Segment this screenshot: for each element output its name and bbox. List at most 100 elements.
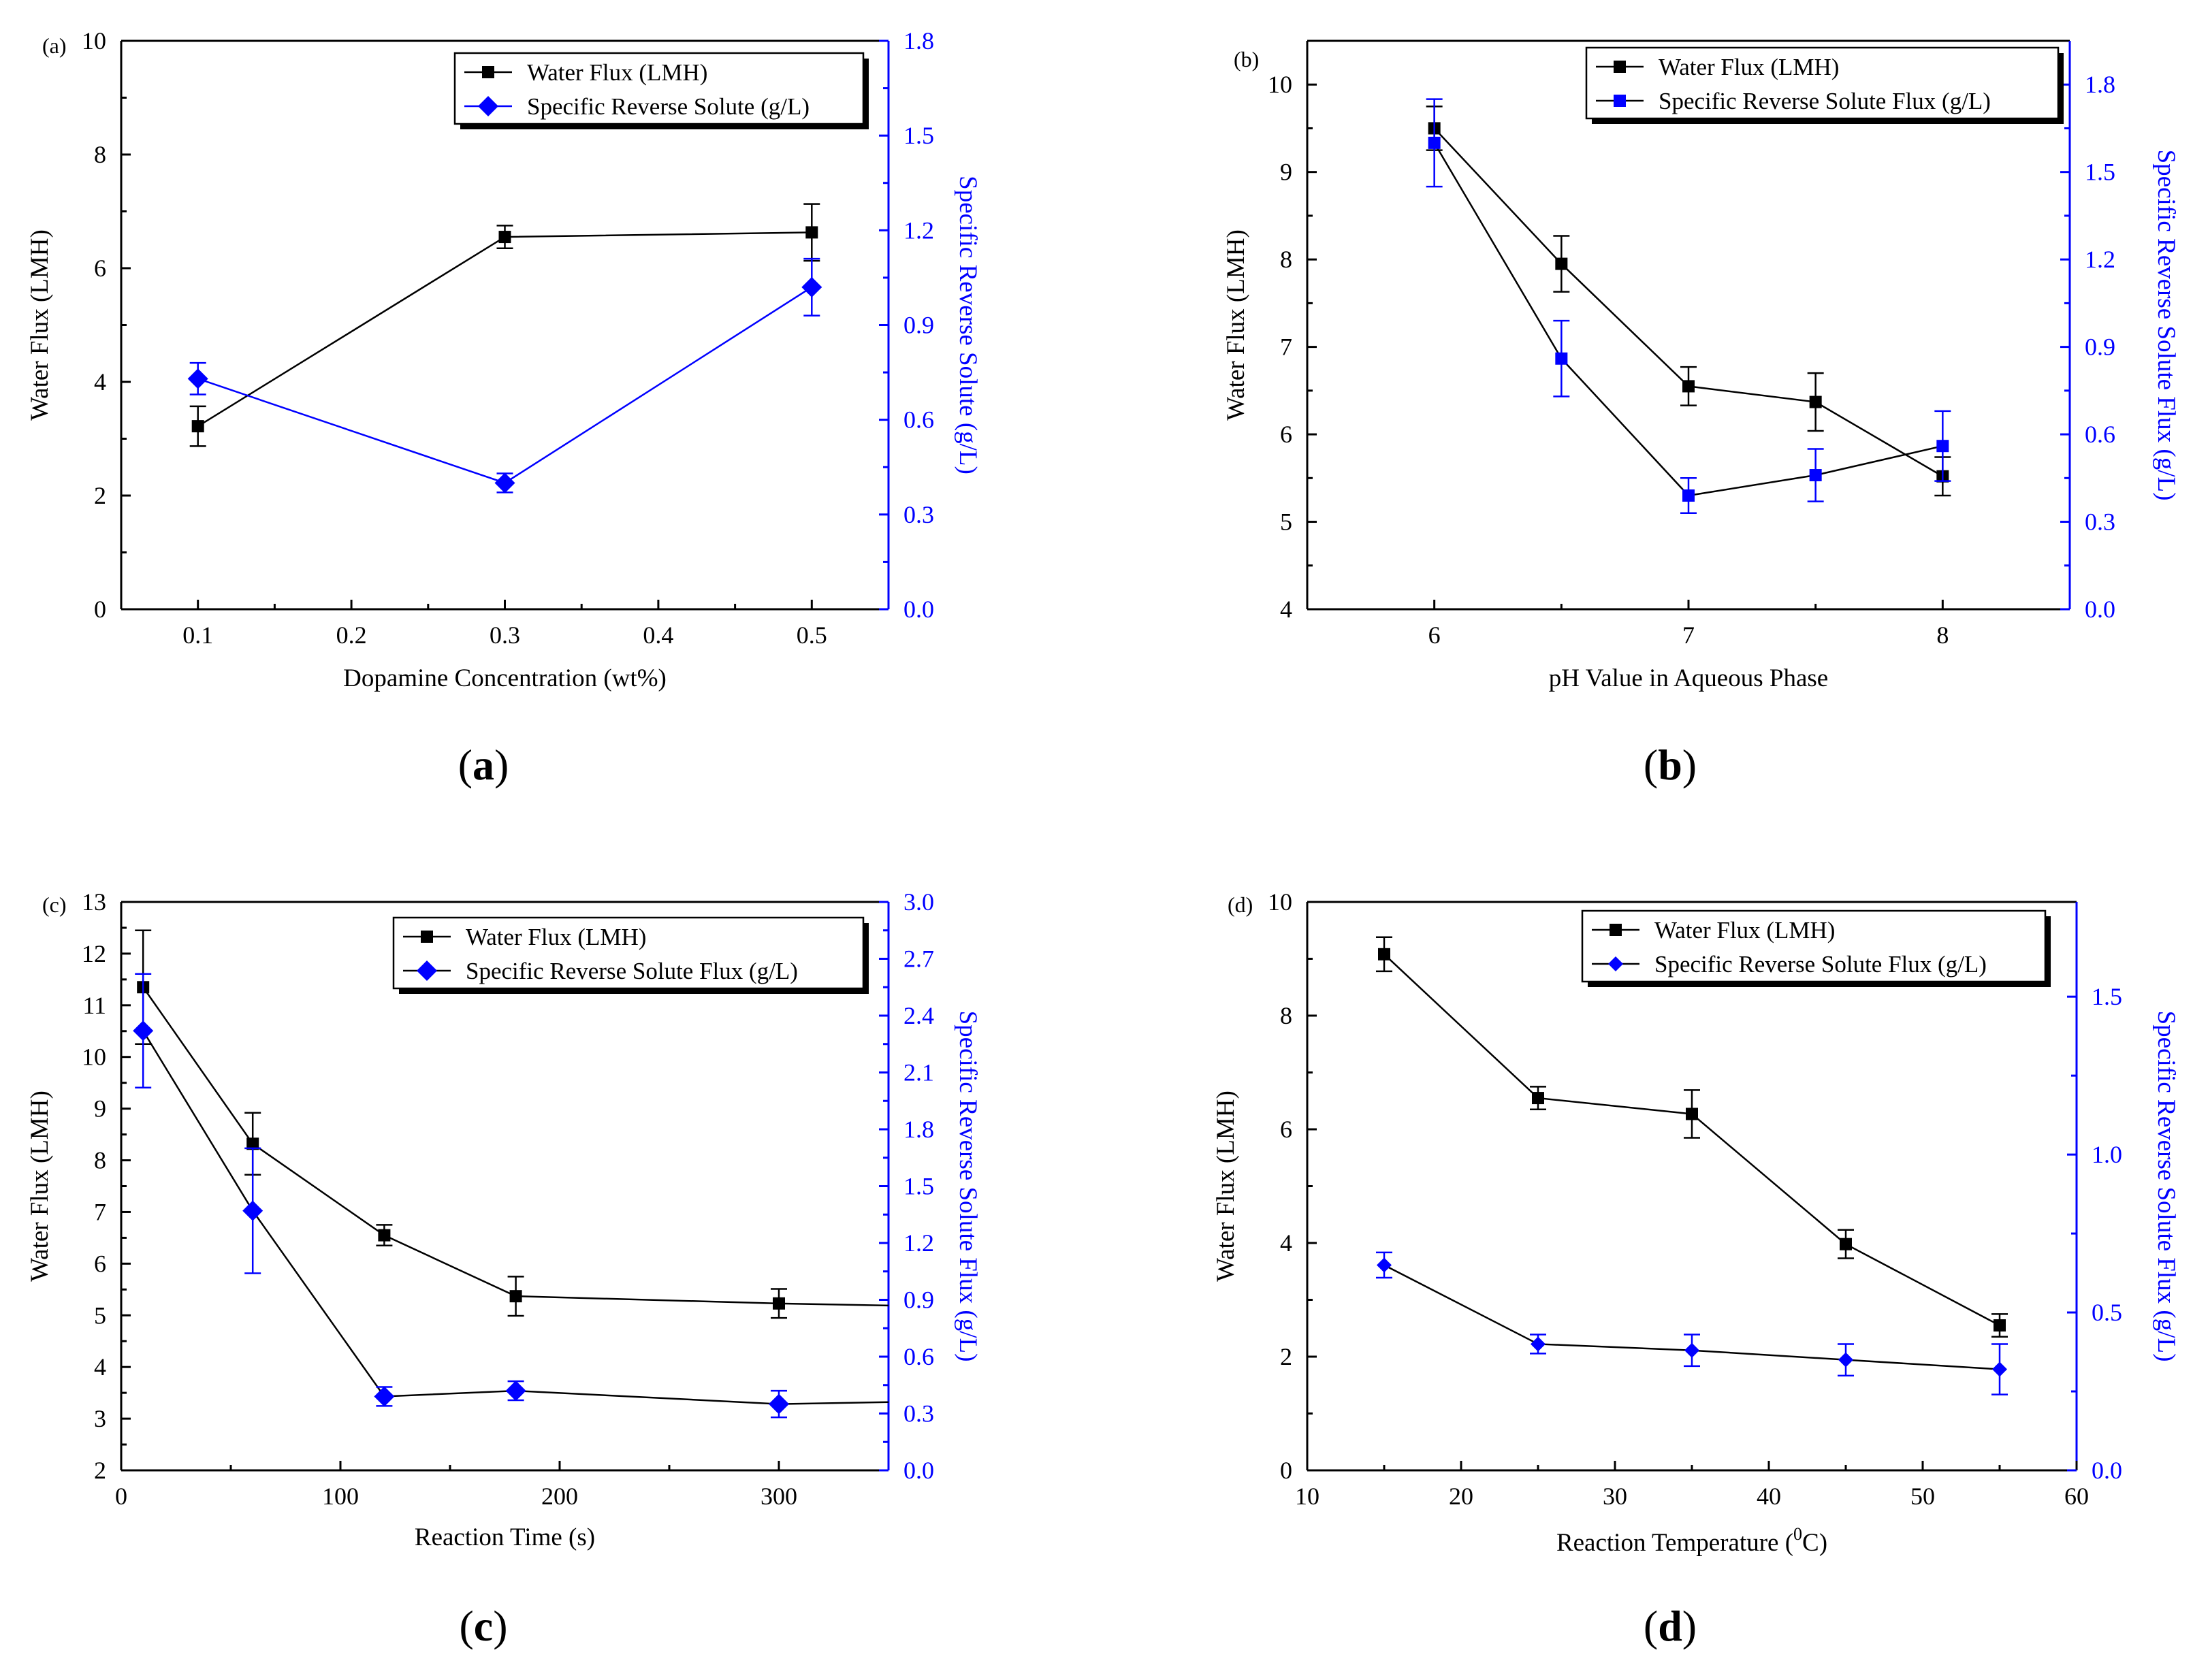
x-tick-label: 8 <box>1936 621 1949 649</box>
y-tick-label: 10 <box>82 27 106 54</box>
data-point <box>1838 1352 1853 1368</box>
panel-c: 0 100 200 300 2 3 4 5 6 7 8 9 10 11 12 13 0.0 0.3 0.6 0.9 1.… <box>26 888 982 1650</box>
data-point <box>494 472 515 494</box>
x-axis-label-suffix: C) <box>1802 1529 1827 1557</box>
panel-caption: (d) <box>1644 1602 1697 1650</box>
y-tick-label: 6 <box>94 1250 106 1277</box>
x-tick-label: 300 <box>761 1483 797 1510</box>
y-tick-label: 0 <box>1280 1457 1292 1484</box>
x-tick-label: 10 <box>1295 1483 1319 1510</box>
data-point <box>1994 1319 2006 1332</box>
y-tick-label: 4 <box>94 368 106 395</box>
legend <box>392 916 865 990</box>
y2-tick-label: 0.5 <box>2092 1299 2122 1326</box>
caption-open-paren: ( <box>1644 1602 1658 1650</box>
y2-tick-label: 1.2 <box>2085 246 2115 273</box>
data-point <box>1992 1361 2007 1377</box>
y-tick-label: 9 <box>94 1095 106 1122</box>
y2-axis-label: Specific Reverse Solute Flux (g/L) <box>954 1011 982 1362</box>
data-point <box>1684 1342 1699 1358</box>
y-tick-label: 10 <box>1268 888 1292 916</box>
y-tick-label: 2 <box>1280 1343 1292 1370</box>
y-tick-label: 10 <box>1268 71 1292 98</box>
panel-caption: (a) <box>458 741 509 789</box>
y-axis-label: Water Flux (LMH) <box>1212 1091 1240 1282</box>
data-point <box>1555 257 1568 270</box>
x-axis-label-text: Reaction Time (s) <box>415 1523 595 1551</box>
data-point <box>769 1393 789 1415</box>
x-tick-label: 30 <box>1603 1483 1627 1510</box>
y2-tick-label: 1.5 <box>2085 159 2115 186</box>
x-axis-label-text: pH Value in Aqueous Phase <box>1549 664 1828 692</box>
series-line <box>1383 953 2000 1327</box>
legend <box>453 52 865 125</box>
x-tick-label: 20 <box>1449 1483 1473 1510</box>
caption-close-paren: ) <box>493 1602 507 1650</box>
y-tick-label: 4 <box>1280 1229 1292 1257</box>
legend-label: Specific Reverse Solute Flux (g/L) <box>1654 951 1987 978</box>
legend-marker <box>1610 924 1622 936</box>
caption-open-paren: ( <box>458 741 473 789</box>
x-tick-label: 40 <box>1757 1483 1781 1510</box>
legend <box>1585 46 2060 120</box>
panel-a: 0.1 0.2 0.3 0.4 0.5 0 2 4 6 8 10 0.0 0.3 0.6 0.9 1.2 1.5… <box>26 27 982 789</box>
panel-tag: (d) <box>1228 892 1253 917</box>
y-tick-label: 7 <box>1280 334 1292 361</box>
caption-close-paren: ) <box>494 741 509 789</box>
legend-marker <box>417 960 437 981</box>
y2-tick-label: 1.5 <box>903 1173 934 1200</box>
y-tick-label: 3 <box>94 1405 106 1432</box>
y2-tick-label: 0.6 <box>2085 421 2115 448</box>
x-tick-label: 0.1 <box>182 621 213 649</box>
data-point <box>1428 136 1441 149</box>
y2-axis-label: Specific Reverse Solute Flux (g/L) <box>2152 150 2180 501</box>
x-tick-label: 60 <box>2064 1483 2089 1510</box>
series-line <box>1433 142 1943 497</box>
y2-tick-label: 0.3 <box>903 1400 934 1427</box>
legend-marker <box>1608 956 1623 971</box>
legend-label: Water Flux (LMH) <box>1654 917 1835 943</box>
data-point <box>1555 352 1568 365</box>
caption-close-paren: ) <box>1682 1602 1697 1650</box>
x-axis-label-text: Reaction Temperature ( <box>1556 1529 1793 1557</box>
legend <box>1581 909 2047 983</box>
y-tick-label: 2 <box>94 1457 106 1484</box>
caption-letter: a <box>473 741 494 789</box>
x-axis-label: pH Value in Aqueous Phase <box>1549 664 1828 692</box>
y-tick-label: 6 <box>1280 421 1292 448</box>
data-point <box>1532 1092 1544 1105</box>
y2-tick-label: 0.6 <box>903 406 934 434</box>
panel-tag: (c) <box>42 892 67 917</box>
data-point <box>509 1290 522 1303</box>
y-tick-label: 7 <box>94 1198 106 1225</box>
y-tick-label: 6 <box>94 255 106 282</box>
data-point <box>246 1137 259 1150</box>
data-point <box>1809 395 1822 408</box>
legend-label: Specific Reverse Solute (g/L) <box>527 93 810 120</box>
data-point <box>374 1386 395 1407</box>
x-axis-label-superscript: 0 <box>1793 1524 1802 1544</box>
legend-label: Water Flux (LMH) <box>466 924 646 950</box>
panel-b: 6 7 8 4 5 6 7 8 9 10 0.0 0.3 0.6 0.9 1.2 1.5 1.8 Water Fl… <box>1222 39 2180 789</box>
y2-tick-label: 0.3 <box>2085 508 2115 536</box>
y-tick-label: 5 <box>94 1302 106 1329</box>
panel-caption: (b) <box>1644 741 1697 789</box>
series-line <box>197 286 812 484</box>
legend-label: Specific Reverse Solute Flux (g/L) <box>466 958 798 984</box>
panel-tag: (b) <box>1234 47 1259 71</box>
y2-tick-label: 1.2 <box>903 1229 934 1257</box>
y2-tick-label: 0.9 <box>903 312 934 339</box>
y2-axis-label: Specific Reverse Solute (g/L) <box>954 176 982 474</box>
x-axis-label-text: Dopamine Concentration (wt%) <box>343 664 667 692</box>
panel-d: 10 20 30 40 50 60 0 2 4 6 8 10 0.0 0.5 1.0 1.5 Water Flu… <box>1212 888 2180 1650</box>
legend-marker <box>482 66 494 78</box>
y-tick-label: 12 <box>82 940 106 967</box>
series-line <box>142 986 889 1307</box>
x-axis-label: Reaction Time (s) <box>415 1523 595 1551</box>
panel-caption: (c) <box>459 1602 507 1650</box>
legend-label: Water Flux (LMH) <box>1659 54 1839 80</box>
legend-marker <box>421 931 433 943</box>
y2-tick-label: 0.3 <box>903 501 934 528</box>
y-tick-label: 6 <box>1280 1116 1292 1143</box>
x-tick-label: 200 <box>541 1483 578 1510</box>
